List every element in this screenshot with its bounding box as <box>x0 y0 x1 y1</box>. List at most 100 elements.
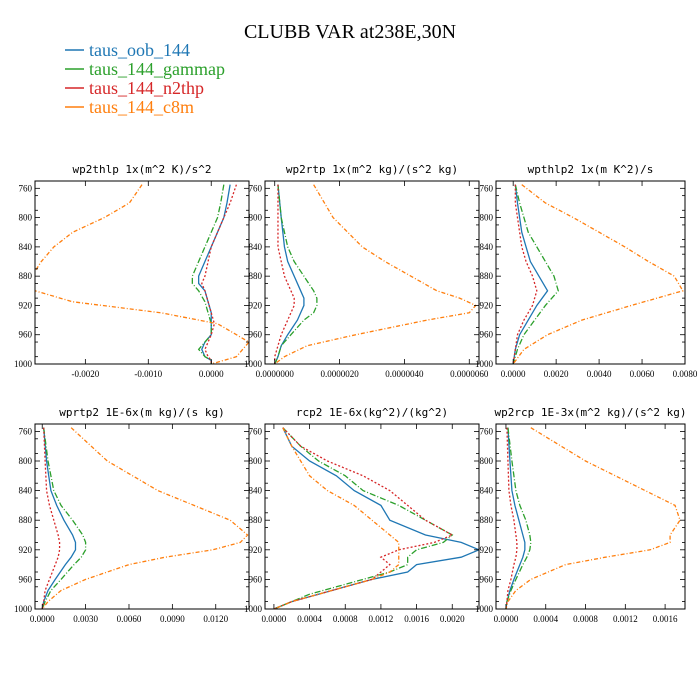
legend-label-taus_144_gammap: taus_144_gammap <box>89 59 225 79</box>
panel-frame <box>34 180 250 365</box>
x-tick-label: 0.0060 <box>630 369 655 379</box>
panel-frame <box>495 180 686 365</box>
x-tick-label: 0.0000 <box>199 369 224 379</box>
panel-2: wp2rtp 1x(m^2 kg)/(s^2 kg) 760 800 840 880 92… <box>244 163 489 379</box>
y-tick-label: 960 <box>249 574 263 584</box>
x-tick-label: 0.0040 <box>587 369 612 379</box>
series-line-taus_oob_144 <box>512 184 549 364</box>
x-tick-label: 0.0004 <box>297 614 322 624</box>
series-line-taus_144_gammap <box>505 427 532 609</box>
series-line-taus_oob_144 <box>197 184 231 364</box>
x-tick-label: 0.0000 <box>262 614 287 624</box>
y-tick-label: 1000 <box>475 359 494 369</box>
series-line-taus_144_n2thp <box>505 427 518 609</box>
y-tick-label: 880 <box>19 271 33 281</box>
x-tick-label: 0.0008 <box>573 614 598 624</box>
y-tick-label: 760 <box>19 183 33 193</box>
x-tick-label: 0.0060 <box>117 614 142 624</box>
panel-title: rcp2 1E-6x(kg^2)/(kg^2) <box>296 406 448 419</box>
y-tick-label: 800 <box>480 213 494 223</box>
x-tick-label: 0.0000020 <box>320 369 359 379</box>
panel-frame <box>495 423 686 610</box>
y-tick-label: 840 <box>249 242 263 252</box>
x-tick-label: 0.0008 <box>333 614 358 624</box>
series-line-taus_144_n2thp <box>41 427 61 609</box>
x-tick-label: -0.0020 <box>71 369 99 379</box>
y-tick-label: 800 <box>480 456 494 466</box>
panel-3: wpthlp2 1x(m K^2)/s 760 800 840 880 920 960 100… <box>475 163 698 379</box>
x-tick-label: -0.0010 <box>134 369 162 379</box>
y-tick-label: 800 <box>19 213 33 223</box>
y-tick-label: 800 <box>249 456 263 466</box>
y-tick-label: 960 <box>480 330 494 340</box>
x-tick-label: 0.0016 <box>653 614 678 624</box>
y-tick-label: 920 <box>249 545 263 555</box>
panel-title: wpthlp2 1x(m K^2)/s <box>528 163 654 176</box>
y-tick-label: 760 <box>19 426 33 436</box>
series-line-taus_144_n2thp <box>512 184 538 364</box>
y-tick-label: 960 <box>249 330 263 340</box>
y-tick-label: 920 <box>19 300 33 310</box>
y-tick-label: 760 <box>249 183 263 193</box>
x-tick-label: 0.0000060 <box>450 369 489 379</box>
panel-grid: wp2thlp 1x(m^2 K)/s^2 760 800 840 880 920 960 1… <box>14 163 698 624</box>
y-tick-label: 800 <box>249 213 263 223</box>
panel-title: wprtp2 1E-6x(m kg)/(s kg) <box>59 406 225 419</box>
series-line-taus_144_n2thp <box>273 427 454 609</box>
y-tick-label: 1000 <box>475 604 494 614</box>
series-line-taus_144_gammap <box>512 184 560 364</box>
x-tick-label: 0.0080 <box>673 369 698 379</box>
x-tick-label: 0.0020 <box>544 369 569 379</box>
x-tick-label: 0.0012 <box>613 614 638 624</box>
panel-frame <box>264 423 480 610</box>
x-tick-label: 0.0000 <box>30 614 55 624</box>
panel-title: wp2rcp 1E-3x(m^2 kg)/(s^2 kg) <box>494 406 686 419</box>
series-line-taus_144_gammap <box>274 184 318 364</box>
y-tick-label: 880 <box>480 271 494 281</box>
x-tick-label: 0.0030 <box>73 614 98 624</box>
y-tick-label: 760 <box>249 426 263 436</box>
y-tick-label: 800 <box>19 456 33 466</box>
legend: taus_oob_144taus_144_gammaptaus_144_n2th… <box>65 40 225 117</box>
y-tick-label: 840 <box>19 242 33 252</box>
x-tick-label: 0.0000 <box>501 369 526 379</box>
x-tick-label: 0.0020 <box>440 614 465 624</box>
x-tick-label: 0.0000 <box>494 614 519 624</box>
panel-6: wp2rcp 1E-3x(m^2 kg)/(s^2 kg)760 800 840 88… <box>475 406 687 624</box>
y-tick-label: 880 <box>480 515 494 525</box>
x-tick-label: 0.0004 <box>533 614 558 624</box>
series-line-taus_144_c8m <box>512 184 684 364</box>
y-tick-label: 1000 <box>14 359 33 369</box>
series-line-taus_oob_144 <box>505 427 526 609</box>
series-line-taus_144_c8m <box>505 427 681 609</box>
legend-label-taus_144_c8m: taus_144_c8m <box>89 97 194 117</box>
y-tick-label: 1000 <box>244 359 263 369</box>
series-line-taus_144_c8m <box>274 184 477 364</box>
series-line-taus_144_c8m <box>273 427 400 609</box>
y-tick-label: 840 <box>19 486 33 496</box>
y-tick-label: 1000 <box>14 604 33 614</box>
x-tick-label: 0.0120 <box>203 614 228 624</box>
legend-label-taus_144_n2thp: taus_144_n2thp <box>89 78 204 98</box>
series-line-taus_144_c8m <box>41 427 249 609</box>
figure-title: CLUBB VAR at238E,30N <box>244 21 456 43</box>
x-tick-label: 0.0000000 <box>256 369 295 379</box>
series-line-taus_144_gammap <box>191 184 225 364</box>
panel-frame <box>264 180 480 365</box>
y-tick-label: 840 <box>480 486 494 496</box>
x-tick-label: 0.0090 <box>160 614 185 624</box>
series-line-taus_oob_144 <box>274 184 305 364</box>
series-line-taus_144_gammap <box>273 427 454 609</box>
panel-title: wp2rtp 1x(m^2 kg)/(s^2 kg) <box>286 163 458 176</box>
y-tick-label: 880 <box>249 271 263 281</box>
x-tick-label: 0.0016 <box>404 614 429 624</box>
panel-frame <box>34 423 250 610</box>
y-tick-label: 960 <box>19 574 33 584</box>
panel-1: wp2thlp 1x(m^2 K)/s^2 760 800 840 880 920 960 1… <box>14 163 250 379</box>
y-tick-label: 920 <box>19 545 33 555</box>
panel-title: wp2thlp 1x(m^2 K)/s^2 <box>72 163 211 176</box>
y-tick-label: 760 <box>480 183 494 193</box>
series-line-taus_144_c8m <box>35 184 249 364</box>
y-tick-label: 760 <box>480 426 494 436</box>
